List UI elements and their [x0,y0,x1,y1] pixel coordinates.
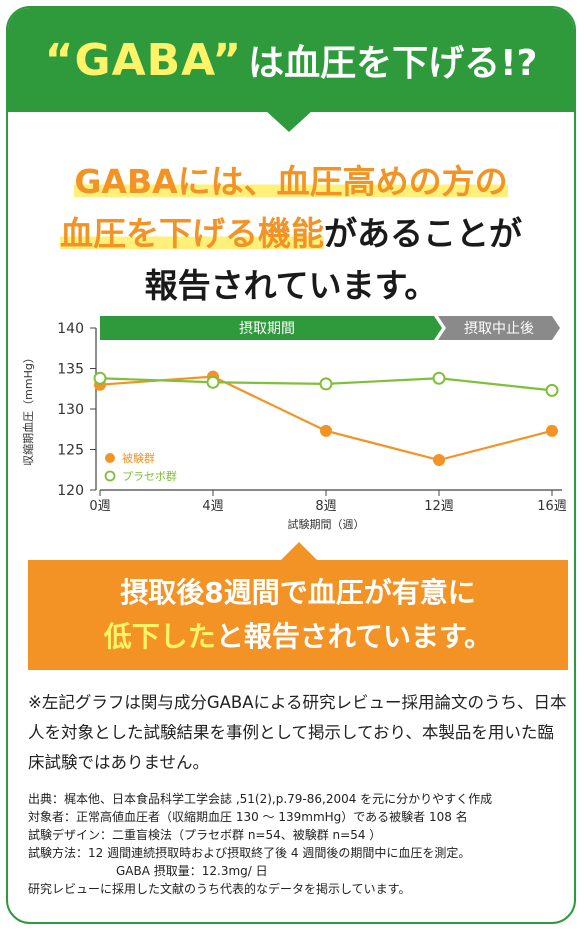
phase-banner-intake [100,316,442,340]
data-point-test [546,424,558,437]
header-title-gaba: “GABA” [44,34,243,86]
chart-svg: 摂取期間 摂取中止後 120 125 130 135 140 0週 4週 8週 12週 16週試験期間… [21,316,567,531]
y-tick-label: 120 [57,483,84,499]
legend-label-placebo: プラセボ群 [122,469,177,483]
y-tick-label: 125 [57,443,84,459]
y-axis-label: 収縮期血圧（mmHg） [21,352,35,466]
phase-banner-stopped [438,316,560,340]
x-tick-label: 4週 [202,499,223,514]
x-tick-label: 0週 [89,499,110,514]
source-info: 出典：梶本他、日本食品科学工学会誌 ,51(2),p.79-86,2004 を元… [28,790,573,898]
y-tick-label: 130 [57,402,84,418]
data-point-placebo [93,371,107,385]
headline-line2-rest: があることが [324,214,522,253]
source-line: 対象者：正常高値血圧者（収縮期血圧 130 〜 139mmHg）である被験者 1… [28,810,468,824]
data-point-placebo [319,377,333,391]
blood-pressure-chart: 摂取期間 摂取中止後 120 125 130 135 140 0週 4週 8週 12週 16週試験期間… [18,304,574,544]
headline: GABAには、血圧高めの方の 血圧を下げる機能があることが 報告されています。 [8,156,574,312]
data-point-placebo [206,375,220,389]
data-point-placebo [432,371,446,385]
header-title: “GABA” は血圧を下げる!? [8,8,574,112]
callout-pointer [279,542,319,562]
source-line: 研究レビューに採用した文献のうち代表的なデータを掲示しています。 [28,882,411,896]
x-tick-label: 16週 [537,499,567,514]
source-line: 試験方法：12 週間連続摂取時および摂取終了後 4 週間後の期間中に血圧を測定。 [28,846,471,860]
x-tick-label: 12週 [424,499,454,514]
disclaimer-note: ※左記グラフは関与成分GABAによる研究レビュー採用論文のうち、日本人を対象とし… [28,693,567,772]
callout-line1: 摂取後8週間で血圧が有意に [120,576,476,609]
legend-marker-test [105,453,115,463]
header-banner: “GABA” は血圧を下げる!? [8,8,574,112]
gaba-info-card: “GABA” は血圧を下げる!? GABAには、血圧高めの方の 血圧を下げる機能… [6,6,576,924]
data-point-placebo [545,383,559,397]
source-line: 試験デザイン：二重盲検法（プラセボ群 n=54、被験群 n=54 ） [28,828,382,842]
source-line: 出典：梶本他、日本食品科学工学会誌 ,51(2),p.79-86,2004 を元… [28,792,493,806]
y-tick-label: 140 [57,321,84,337]
phase-label-stopped: 摂取中止後 [464,321,534,337]
source-line: GABA 摂取量：12.3mg/ 日 [116,864,268,878]
headline-line3: 報告されています。 [144,266,438,305]
header-title-rest: は血圧を下げる!? [248,43,538,84]
legend-label-test: 被験群 [122,451,155,465]
headline-line2-highlight: 血圧を下げる機能 [60,214,324,253]
x-tick-label: 8週 [315,499,336,514]
phase-label-intake: 摂取期間 [239,321,295,337]
y-tick-label: 135 [57,362,84,378]
headline-line1: GABAには、血圧高めの方の [74,162,508,201]
callout-line2-rest: と報告されています。 [215,620,493,653]
callout-line2-highlight: 低下した [103,620,216,653]
data-point-test [320,424,332,437]
result-callout: 摂取後8週間で血圧が有意に 低下したと報告されています。 [28,560,568,670]
data-point-test [433,454,445,467]
legend-marker-placebo [104,470,116,482]
header-pointer [265,110,313,132]
x-axis-label: 試験期間（週） [288,517,365,531]
